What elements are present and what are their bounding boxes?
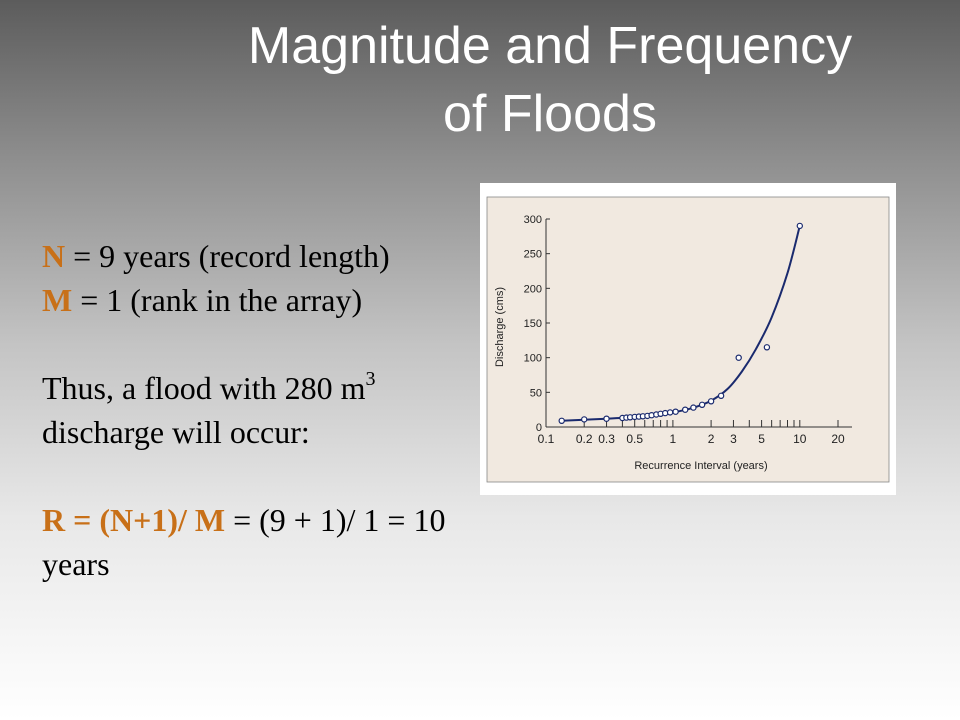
data-point [698,401,706,408]
chart-background [486,196,890,483]
cubic-superscript: 3 [365,368,376,390]
x-tick-label: 20 [831,432,845,446]
thus-line1: Thus, a flood with 280 m3 [42,366,562,410]
x-tick-label: 3 [730,432,737,446]
data-point [666,409,674,416]
slide-title-line2: of Floods [443,85,657,143]
axes: 0 50 100 150 200 250 300 0.1 0.2 0.3 0.5 1 2 3 5 10 20 [524,214,852,446]
slide-title-line1: Magnitude and Frequency [247,17,853,75]
data-point [558,417,565,424]
x-tick-label: 0.5 [626,432,643,446]
n-definition: N = 9 years (record length) [42,234,562,278]
data-point [672,408,679,415]
x-tick-label: 10 [793,432,807,446]
m-text: = 1 (rank in the array) [72,282,363,318]
slide-title: Magnitude and Frequency of Floods [190,12,910,148]
formula-m: M [186,502,226,538]
x-axis-title: Recurrence Interval (years) [634,460,767,472]
formula-years: years [42,546,110,582]
formula-line: R = (N+1)/ M = (9 + 1)/ 1 = 10 [42,498,562,542]
slide-body: N = 9 years (record length) M = 1 (rank … [42,234,562,586]
y-tick-label: 100 [524,353,542,365]
formula-r: R = (N+1)/ [42,502,187,538]
x-tick-label: 0.2 [576,432,593,446]
thus-text: Thus, a flood with 280 m [42,370,366,406]
x-tick-label: 1 [670,432,677,446]
y-tick-label: 250 [524,249,542,261]
y-axis-title: Discharge (cms) [494,287,506,367]
chart-frame: 0 50 100 150 200 250 300 0.1 0.2 0.3 0.5 1 2 3 5 10 20 D… [480,183,896,495]
data-points [558,222,803,424]
data-point [681,406,689,413]
data-point [796,222,803,230]
y-tick-label: 150 [524,318,542,330]
m-definition: M = 1 (rank in the array) [42,278,562,322]
m-label: M [42,282,73,318]
thus-line2: discharge will occur: [42,414,310,450]
y-tick-label: 0 [536,422,542,434]
y-tick-label: 300 [524,214,542,226]
data-point [763,344,771,351]
data-point [690,404,697,411]
data-point [580,416,588,423]
x-tick-label: 0.3 [598,432,615,446]
data-point [707,398,715,405]
n-label: N [42,238,66,274]
discharge-chart: 0 50 100 150 200 250 300 0.1 0.2 0.3 0.5 1 2 3 5 10 20 D… [486,196,890,483]
data-point [717,392,725,399]
data-point [603,415,610,422]
x-tick-label: 5 [758,432,765,446]
x-tick-label: 2 [708,432,715,446]
formula-rest: = (9 + 1)/ 1 = 10 [225,502,446,538]
y-tick-label: 50 [530,387,542,399]
n-text: = 9 years (record length) [65,238,390,274]
x-tick-label: 0.1 [538,432,555,446]
y-tick-label: 200 [524,283,542,295]
data-point [735,354,742,361]
